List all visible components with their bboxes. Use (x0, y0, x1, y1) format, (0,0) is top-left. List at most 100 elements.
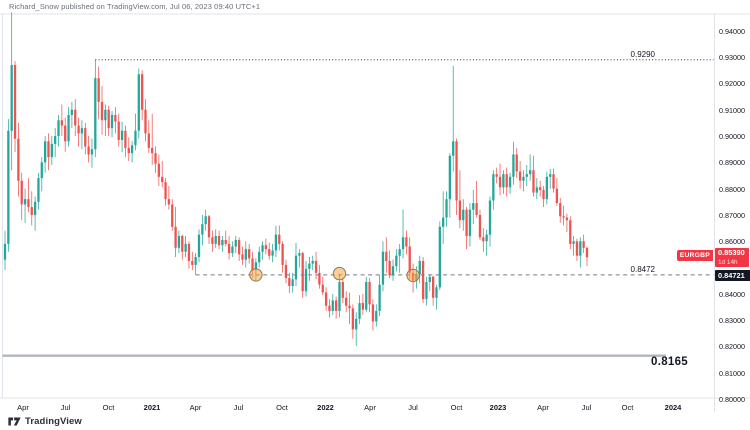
candle-body (50, 143, 53, 158)
candle-body (518, 171, 522, 181)
candle-body (378, 284, 381, 311)
candle-body (134, 130, 137, 146)
candle-body (405, 237, 408, 247)
tradingview-logo[interactable]: TradingView (8, 416, 82, 427)
candle-body (234, 239, 237, 247)
price-scale-label: 0.84000 (719, 289, 745, 299)
candle-body (221, 239, 224, 246)
candle-body (385, 251, 388, 261)
candle-body (157, 163, 161, 177)
candle-body (54, 136, 57, 144)
candle-body (425, 282, 428, 300)
candle-body (67, 114, 70, 142)
candle-body (298, 253, 301, 256)
candle-body (84, 128, 87, 147)
candle-body (294, 255, 298, 280)
candle-body (318, 272, 321, 285)
candle-body (274, 234, 278, 251)
time-scale-label: Oct (276, 403, 288, 412)
candle-body (74, 109, 77, 126)
candle-body (498, 176, 502, 188)
price-scale[interactable]: 0.94000 0.93000 0.92000 0.91000 0.90000 0.890… (715, 14, 750, 412)
candle-body (532, 170, 535, 193)
candle-body (224, 239, 227, 244)
time-scale-label: 2023 (489, 403, 507, 412)
symbol-tag-label: EURGBP (679, 252, 710, 259)
candle-body (151, 147, 154, 154)
candle-body (120, 130, 124, 140)
candle-body (549, 174, 552, 177)
candle-body (428, 276, 431, 283)
candle-body (60, 120, 64, 126)
level-price-badge: 0.84721 (715, 269, 750, 281)
time-scale-label: Jul (581, 403, 592, 412)
candle-body (301, 253, 304, 292)
candle-body (10, 65, 13, 131)
candle-body (57, 120, 60, 137)
candle-body (217, 235, 221, 246)
candle-body (351, 308, 355, 330)
support-level-label: 0.8472 (630, 264, 655, 274)
candle-body (472, 203, 475, 210)
candle-body (585, 247, 589, 258)
attribution-text: Richard_Snow published on TradingView.co… (9, 2, 261, 11)
candle-body (130, 145, 134, 154)
candle-body (207, 216, 211, 238)
candle-body (23, 199, 27, 205)
candle-body (110, 114, 114, 129)
candle-body (30, 207, 33, 215)
candle-body (268, 249, 271, 256)
candle-body (80, 128, 84, 134)
candle-body (542, 189, 545, 200)
candle-body (345, 297, 348, 306)
time-scale[interactable]: Apr Jul Oct 2021 Apr Jul Oct 2022 Apr Jul Oct 2023 A… (0, 399, 715, 417)
price-scale-label: 0.93000 (719, 53, 745, 63)
price-scale-label: 0.88000 (719, 184, 745, 194)
price-scale-label: 0.94000 (719, 26, 745, 36)
candle-body (502, 174, 505, 188)
candle-body (13, 65, 17, 139)
candle-body (391, 266, 395, 276)
candle-body (251, 258, 254, 271)
candle-body (20, 180, 23, 205)
candle-body (17, 138, 20, 181)
time-scale-label: Apr (17, 403, 29, 412)
candle-body (174, 226, 177, 248)
candle-body (114, 114, 117, 122)
candle-body (535, 187, 538, 193)
time-scale-label: Oct (102, 403, 115, 412)
candle-body (562, 216, 565, 218)
candle-body (107, 109, 110, 129)
candle-body (284, 264, 288, 279)
price-scale-label: 0.91000 (719, 105, 745, 115)
support-touch-marker[interactable] (406, 268, 420, 283)
support-touch-marker[interactable] (332, 266, 347, 281)
candle-body (478, 214, 482, 238)
candle-body (64, 125, 67, 142)
price-scale-label: 0.86000 (719, 237, 745, 247)
candle-body (508, 176, 512, 188)
candle-body (421, 260, 425, 300)
candle-body (314, 260, 318, 273)
resistance-level-label: 0.9290 (630, 49, 655, 59)
candle-body (304, 268, 308, 292)
candle-body (97, 78, 100, 102)
time-scale-label: Jul (408, 403, 418, 412)
candle-body (201, 224, 204, 235)
candle-body (227, 243, 231, 254)
candle-body (485, 234, 488, 242)
candle-body (442, 217, 445, 227)
candle-body (358, 303, 361, 319)
candle-body (211, 237, 214, 244)
candle-body (539, 187, 542, 190)
candle-body (341, 282, 344, 298)
candle-body (348, 305, 351, 309)
candle-body (191, 260, 194, 265)
candle-body (331, 300, 334, 311)
time-scale-label: 2022 (317, 403, 334, 412)
price-scale-label: 0.81000 (719, 368, 745, 378)
candle-body (468, 209, 472, 236)
support-touch-marker[interactable] (249, 268, 263, 282)
candle-body (194, 257, 197, 265)
